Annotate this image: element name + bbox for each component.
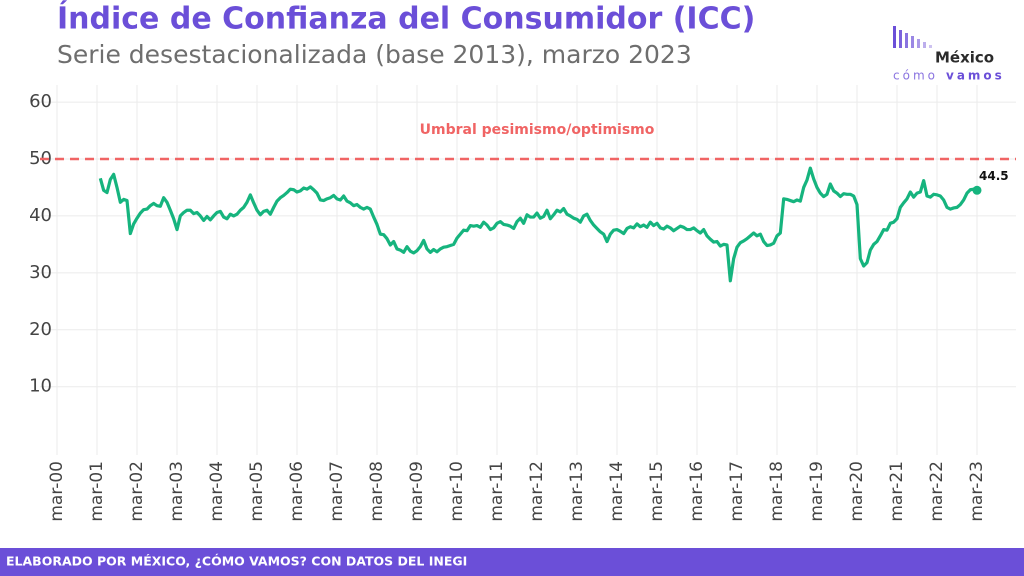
data-label: 44.5 — [979, 169, 1009, 183]
threshold-label: Umbral pesimismo/optimismo — [420, 122, 655, 138]
logo-bar — [905, 33, 908, 48]
end-point — [972, 185, 982, 195]
y-tick-label: 60 — [29, 91, 52, 112]
x-tick-label: mar-02 — [127, 461, 147, 522]
x-tick-label: mar-18 — [767, 461, 787, 522]
y-tick-label: 40 — [29, 205, 52, 226]
x-tick-label: mar-07 — [327, 461, 347, 522]
y-tick-label: 10 — [29, 376, 52, 397]
footer-text: ELABORADO POR MÉXICO, ¿CÓMO VAMOS? CON D… — [6, 554, 467, 569]
x-tick-label: mar-13 — [567, 461, 587, 522]
x-tick-label: mar-11 — [487, 461, 507, 522]
logo-name: México — [935, 49, 994, 67]
x-tick-label: mar-14 — [607, 461, 627, 522]
x-tick-label: mar-21 — [887, 461, 907, 522]
x-tick-label: mar-16 — [687, 461, 707, 522]
logo-bar — [911, 36, 914, 48]
chart-title: Índice de Confianza del Consumidor (ICC) — [57, 1, 755, 37]
x-tick-label: mar-19 — [807, 461, 827, 522]
logo-word: cómo — [893, 69, 938, 83]
logo-word: vamos — [946, 69, 1005, 83]
logo-bar — [893, 26, 896, 48]
x-tick-label: mar-15 — [647, 461, 667, 522]
y-tick-label: 30 — [29, 262, 52, 283]
data-line — [98, 166, 978, 283]
x-tick-label: mar-04 — [207, 461, 227, 522]
x-tick-label: mar-20 — [847, 461, 867, 522]
footer-bar — [0, 548, 1024, 576]
x-tick-label: mar-22 — [927, 461, 947, 522]
x-tick-label: mar-09 — [407, 461, 427, 522]
x-tick-label: mar-17 — [727, 461, 747, 522]
x-tick-label: mar-00 — [47, 461, 67, 522]
x-tick-label: mar-12 — [527, 461, 547, 522]
logo: México cómo vamos — [893, 26, 1005, 83]
x-tick-label: mar-23 — [967, 461, 987, 522]
x-tick-label: mar-03 — [167, 461, 187, 522]
chart-subtitle: Serie desestacionalizada (base 2013), ma… — [57, 40, 692, 69]
y-tick-label: 20 — [29, 319, 52, 340]
x-tick-label: mar-01 — [87, 461, 107, 522]
x-tick-label: mar-05 — [247, 461, 267, 522]
logo-bar — [929, 45, 932, 48]
x-tick-label: mar-08 — [367, 461, 387, 522]
logo-bar — [923, 42, 926, 48]
x-tick-label: mar-06 — [287, 461, 307, 522]
x-tick-label: mar-10 — [447, 461, 467, 522]
logo-bar — [917, 39, 920, 48]
logo-bar — [899, 30, 902, 48]
